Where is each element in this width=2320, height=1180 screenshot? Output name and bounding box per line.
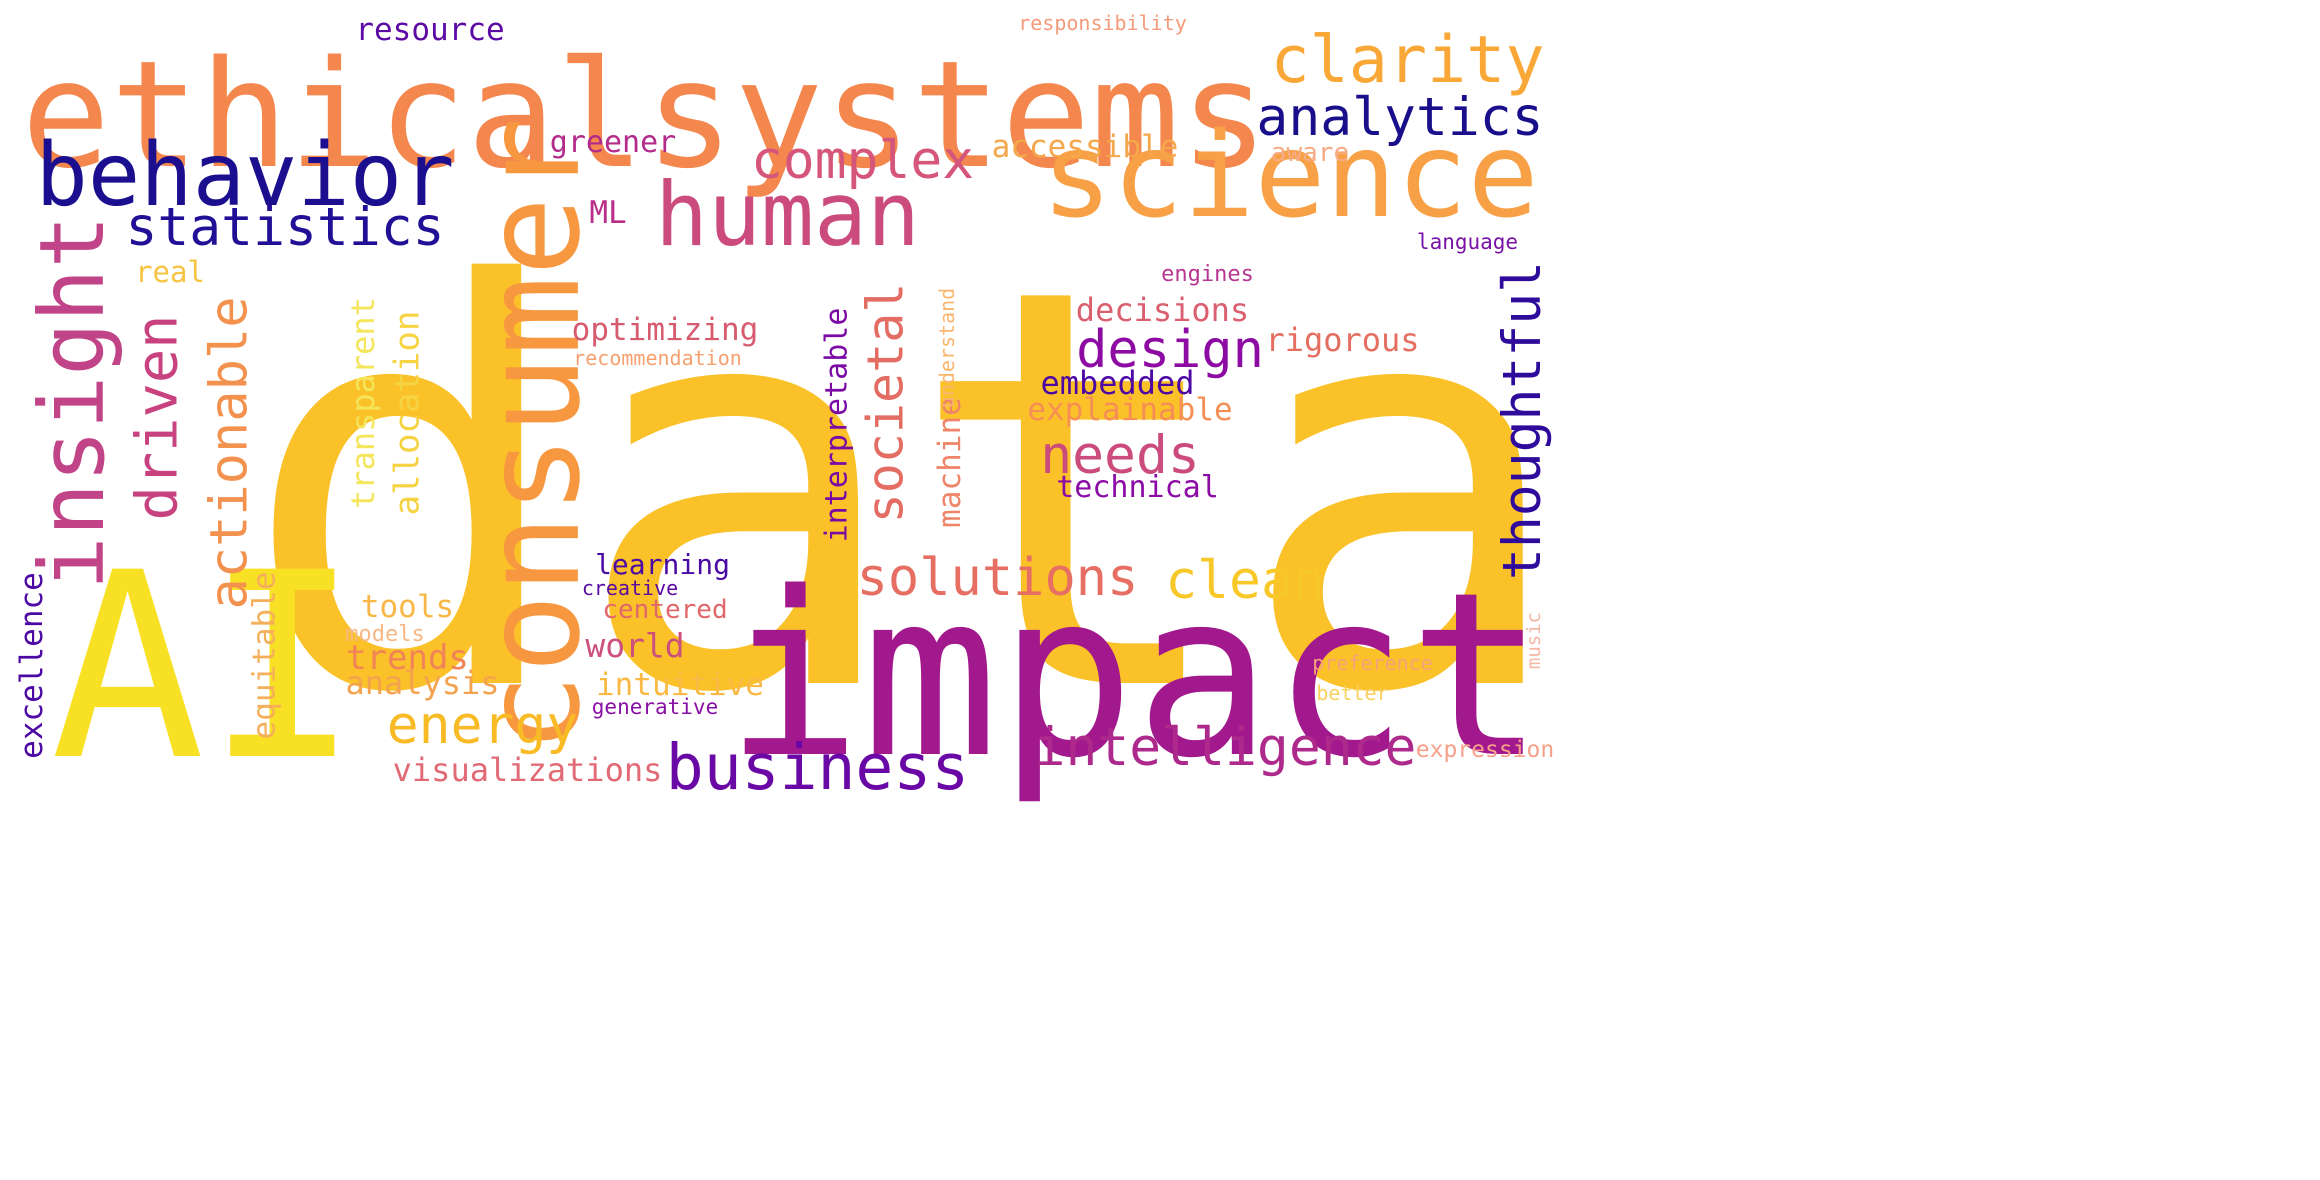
word-responsibility: responsibility	[1018, 13, 1187, 33]
word-world: world	[585, 629, 684, 662]
word-engines: engines	[1161, 264, 1254, 286]
word-equitable: equitable	[249, 571, 280, 739]
word-ml: ML	[589, 198, 626, 229]
word-models: models	[345, 624, 424, 646]
word-consumer: consumer	[466, 117, 598, 753]
word-centered: centered	[602, 597, 727, 623]
word-societal: societal	[860, 282, 910, 523]
word-transparent: transparent	[346, 297, 378, 509]
word-business: business	[666, 736, 969, 799]
word-generative: generative	[592, 697, 718, 718]
word-learning: learning	[595, 551, 730, 579]
word-complex: complex	[751, 134, 974, 187]
word-analytics: analytics	[1256, 91, 1543, 144]
word-explainable: explainable	[1027, 395, 1232, 426]
word-thoughtful: thoughtful	[1496, 260, 1549, 579]
word-energy: energy	[387, 699, 578, 752]
word-rigorous: rigorous	[1265, 324, 1419, 356]
word-greener: greener	[550, 128, 676, 158]
word-creative: creative	[582, 578, 678, 598]
word-insight: insight	[28, 215, 117, 590]
word-clean: clean	[1165, 554, 1325, 607]
word-recommendation: recommendation	[573, 348, 742, 368]
word-resource: resource	[355, 15, 504, 46]
word-statistics: statistics	[125, 201, 444, 254]
word-intelligence: intelligence	[1034, 721, 1417, 774]
word-expression: expression	[1416, 739, 1554, 762]
word-technical: technical	[1056, 473, 1219, 503]
word-machine: machine	[935, 397, 966, 528]
word-optimizing: optimizing	[572, 315, 759, 346]
word-understand: understand	[937, 287, 957, 407]
word-solutions: solutions	[857, 552, 1139, 604]
word-preference: preference	[1312, 653, 1432, 673]
word-interpretable: interpretable	[823, 308, 853, 543]
word-clarity: clarity	[1271, 28, 1545, 93]
word-music: music	[1525, 611, 1544, 668]
word-decisions: decisions	[1076, 294, 1249, 326]
word-actionable: actionable	[204, 296, 256, 609]
word-better: better	[1316, 683, 1388, 703]
word-allocation: allocation	[390, 310, 424, 515]
word-visualizations: visualizations	[393, 754, 663, 786]
word-driven: driven	[129, 315, 186, 521]
word-excellence: excellence	[17, 572, 48, 759]
word-language: language	[1417, 232, 1518, 253]
word-real: real	[135, 258, 205, 287]
word-aware: aware	[1271, 140, 1349, 166]
word-accessible: accessible	[992, 132, 1179, 163]
word-tools: tools	[361, 592, 454, 623]
word-analysis: analysis	[345, 667, 499, 699]
